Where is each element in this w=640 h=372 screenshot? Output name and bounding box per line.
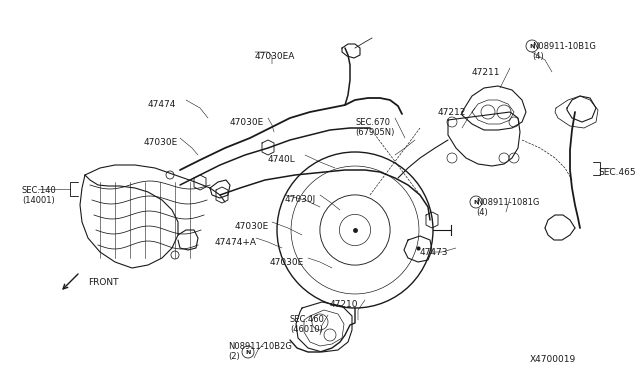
- Text: 47210: 47210: [330, 300, 358, 309]
- Text: 47030E: 47030E: [235, 222, 269, 231]
- Text: SEC.460
(46010): SEC.460 (46010): [290, 315, 325, 334]
- Text: 47030EA: 47030EA: [255, 52, 296, 61]
- Text: N: N: [245, 350, 251, 355]
- Text: 47030E: 47030E: [230, 118, 264, 127]
- Text: N08911-10B1G
(4): N08911-10B1G (4): [532, 42, 596, 61]
- Text: 47030J: 47030J: [285, 195, 316, 204]
- Text: N: N: [474, 199, 479, 205]
- Text: 47030E: 47030E: [144, 138, 179, 147]
- Text: SEC.140
(14001): SEC.140 (14001): [22, 186, 57, 205]
- Text: 47212: 47212: [438, 108, 467, 117]
- Text: SEC.670
(67905N): SEC.670 (67905N): [355, 118, 394, 137]
- Text: 47030E: 47030E: [270, 258, 304, 267]
- Text: N: N: [529, 44, 534, 48]
- Text: 47474: 47474: [148, 100, 177, 109]
- Text: 47473: 47473: [420, 248, 449, 257]
- Text: SEC.465: SEC.465: [598, 168, 636, 177]
- Text: FRONT: FRONT: [88, 278, 118, 287]
- Text: X4700019: X4700019: [530, 355, 576, 364]
- Text: 47474+A: 47474+A: [215, 238, 257, 247]
- Text: N08911-10B2G
(2): N08911-10B2G (2): [228, 342, 292, 362]
- Text: 47211: 47211: [472, 68, 500, 77]
- Text: 4740L: 4740L: [268, 155, 296, 164]
- Text: N08911-1081G
(4): N08911-1081G (4): [476, 198, 540, 217]
